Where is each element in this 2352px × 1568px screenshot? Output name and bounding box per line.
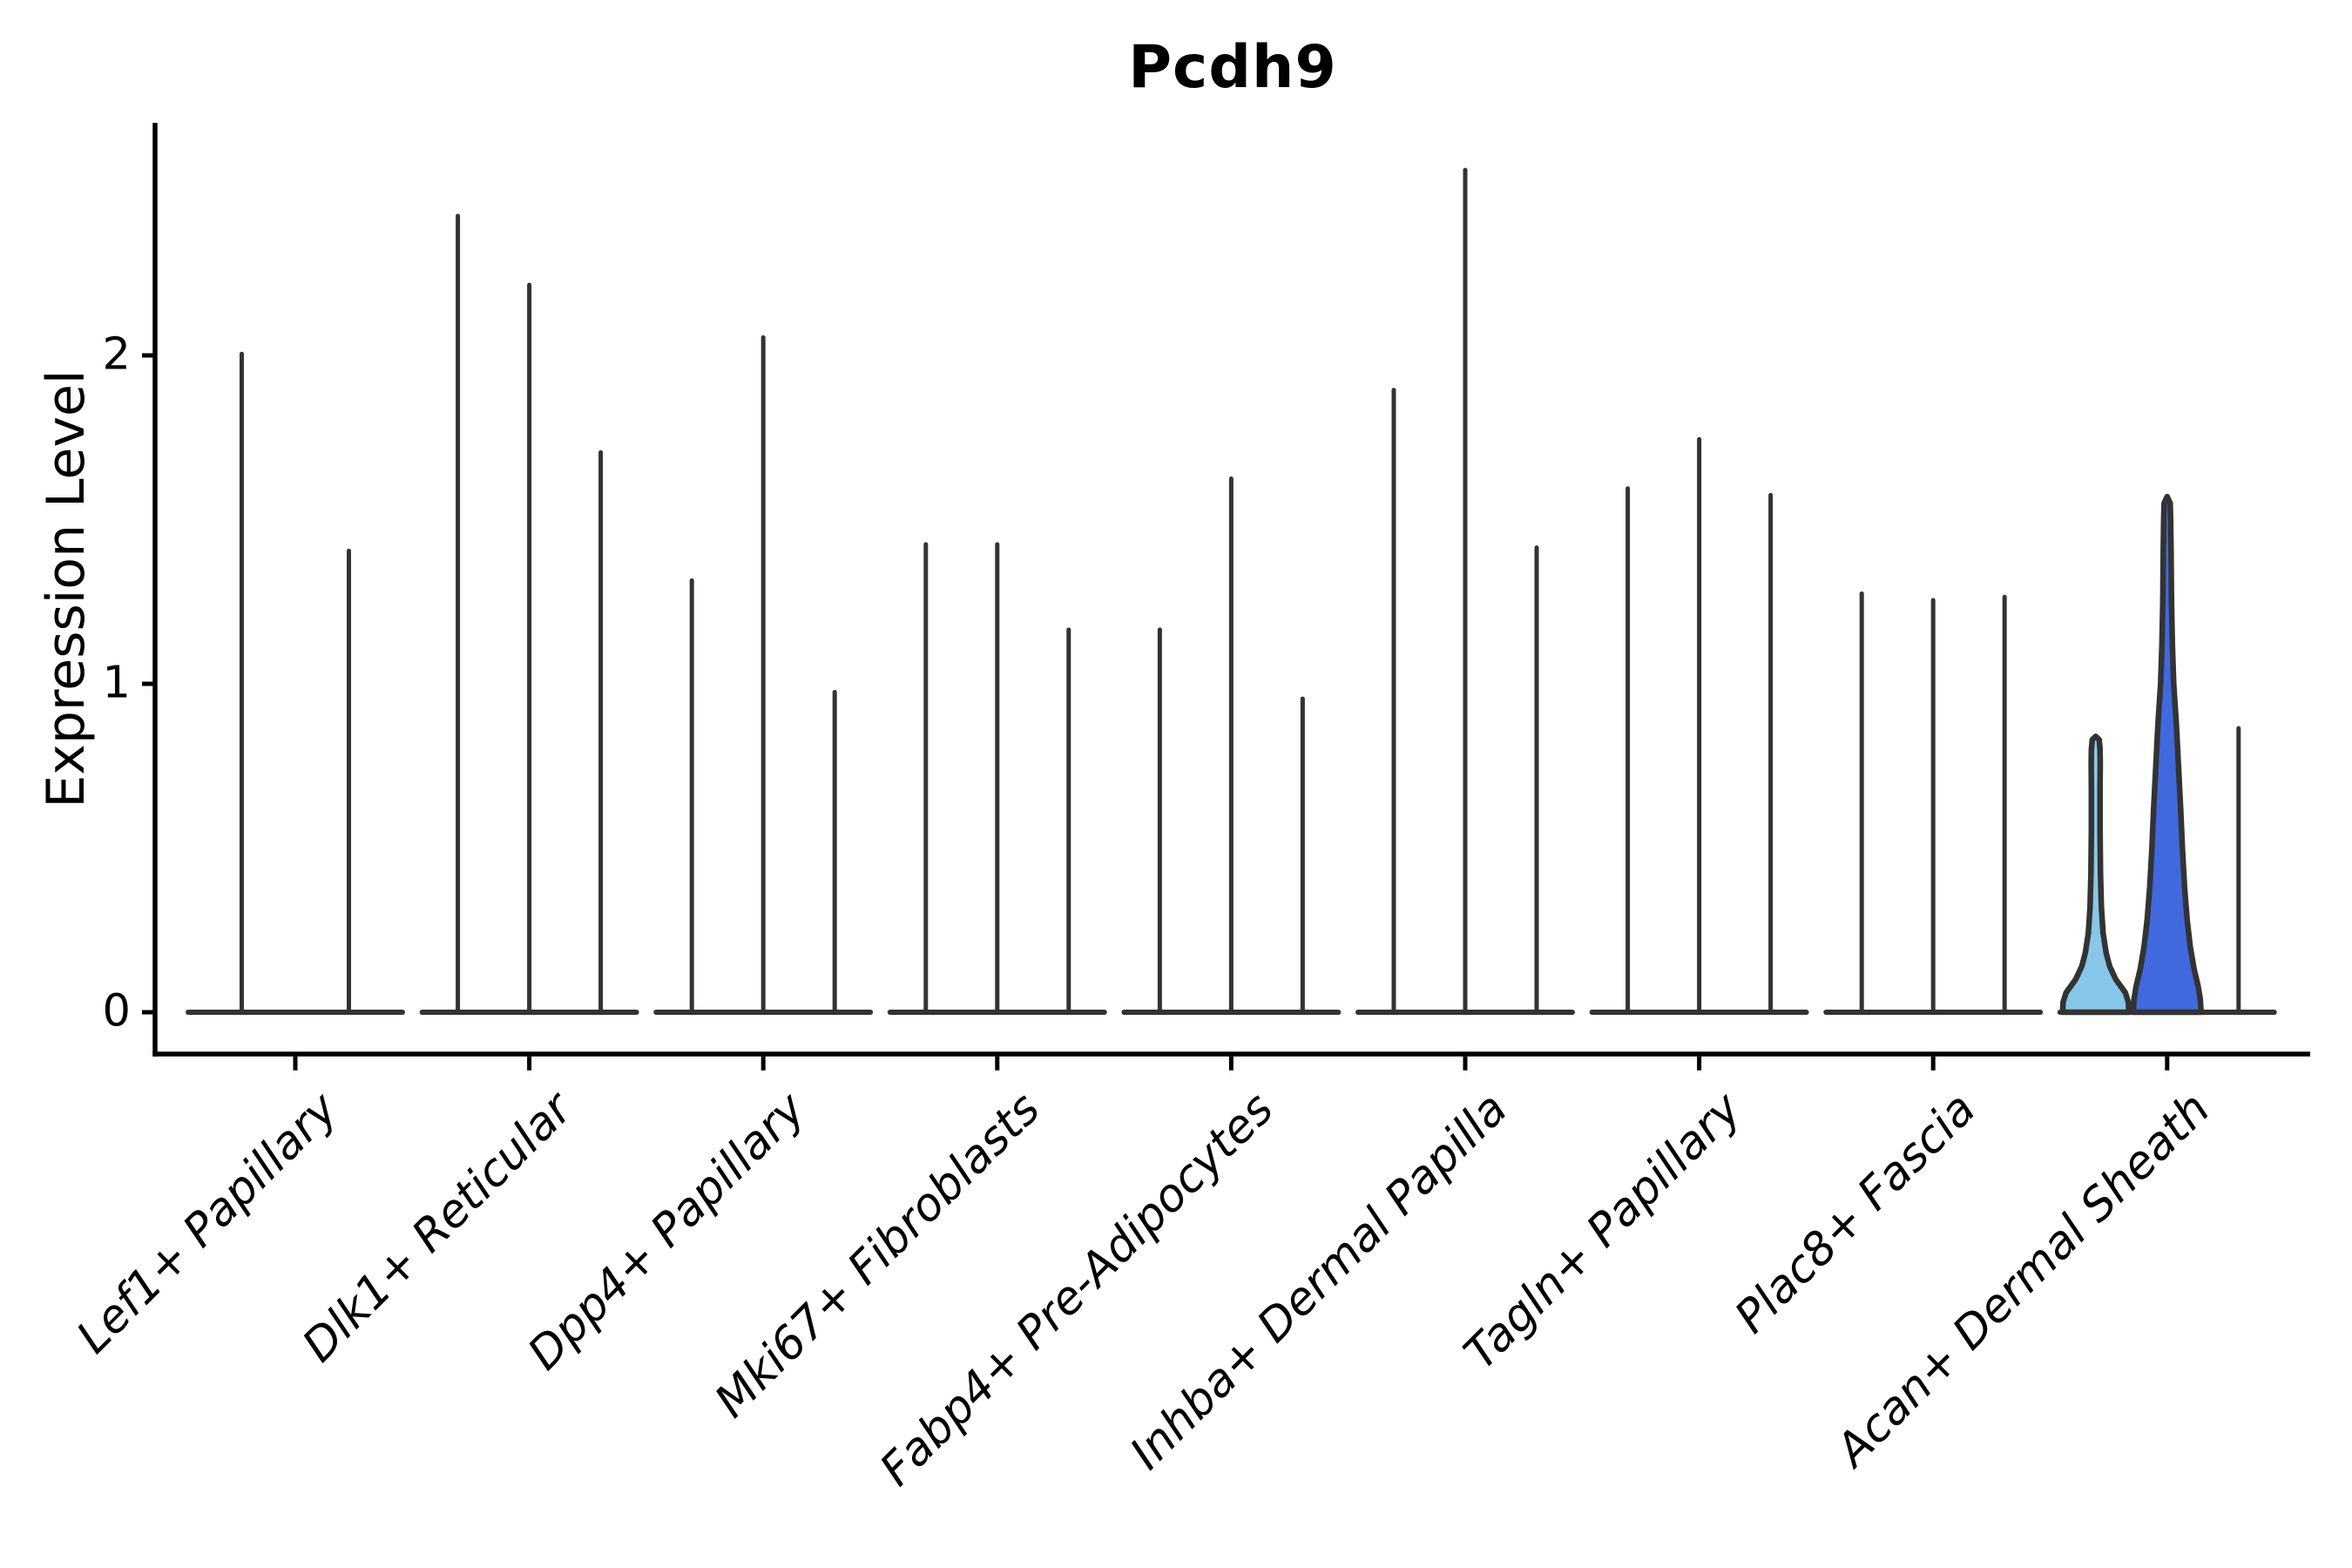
chart-title: Pcdh9	[1128, 33, 1337, 102]
y-axis-tick-label: 2	[102, 328, 131, 381]
y-axis-tick-label: 0	[102, 985, 131, 1037]
y-axis-tick-label: 1	[102, 657, 131, 709]
violin-shape	[2130, 493, 2205, 1016]
violin-shape	[2059, 733, 2132, 1016]
